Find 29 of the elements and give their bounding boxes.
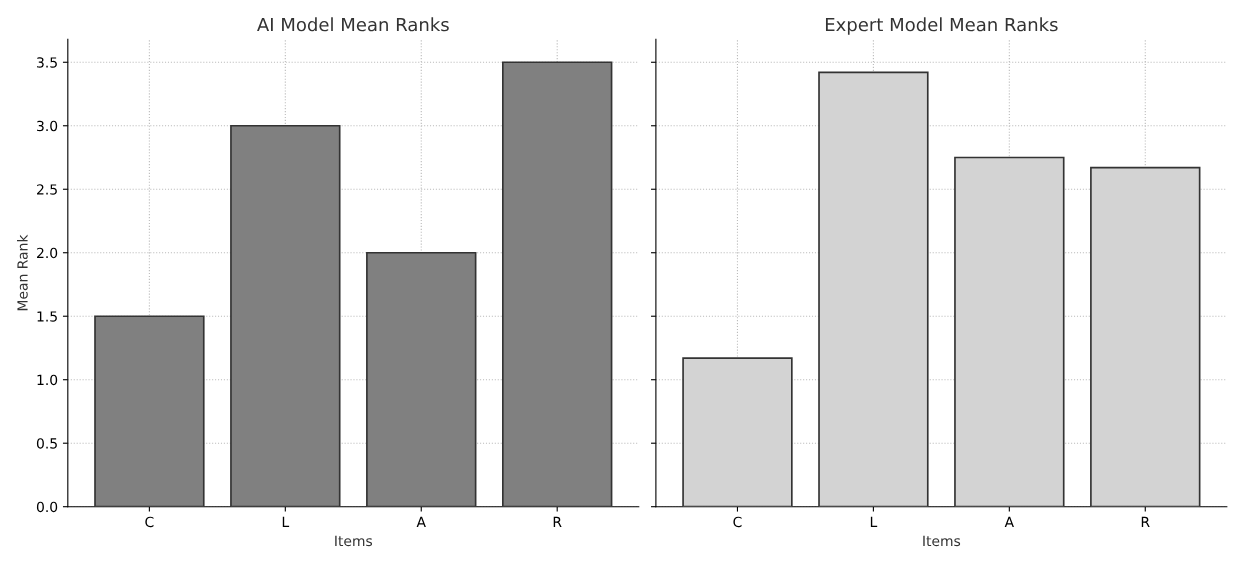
y-axis-title: Mean Rank — [17, 234, 28, 311]
x-tick-label: C — [733, 516, 742, 528]
x-tick-label: L — [282, 516, 290, 527]
bar — [1090, 166, 1201, 507]
y-tick-label: 0.5 — [36, 438, 57, 449]
bar — [682, 357, 793, 507]
y-tick-label: 3.0 — [37, 120, 58, 132]
y-tick-label: 0.0 — [36, 501, 58, 513]
bar — [501, 61, 613, 507]
x-tick-label: A — [1004, 516, 1014, 527]
chart-title: Expert Model Mean Ranks — [825, 17, 1058, 35]
bar — [954, 156, 1065, 507]
x-tick-label: L — [870, 516, 878, 527]
x-axis-title: Items — [923, 535, 961, 547]
chart-title: AI Model Mean Ranks — [257, 17, 449, 32]
x-tick-label: A — [416, 516, 426, 527]
bar — [818, 71, 929, 507]
bar — [366, 251, 477, 507]
y-tick-label: 2.0 — [37, 247, 58, 259]
y-tick-label: 2.5 — [37, 184, 57, 195]
x-tick-label: R — [553, 516, 562, 527]
y-tick-label: 1.0 — [37, 374, 58, 386]
y-tick-label: 1.5 — [37, 311, 57, 322]
x-tick-label: C — [145, 516, 154, 528]
bar — [94, 315, 205, 507]
x-tick-label: R — [1141, 516, 1150, 527]
y-tick-label: 3.5 — [37, 57, 57, 68]
x-axis-title: Items — [335, 535, 373, 547]
bar — [230, 124, 341, 507]
